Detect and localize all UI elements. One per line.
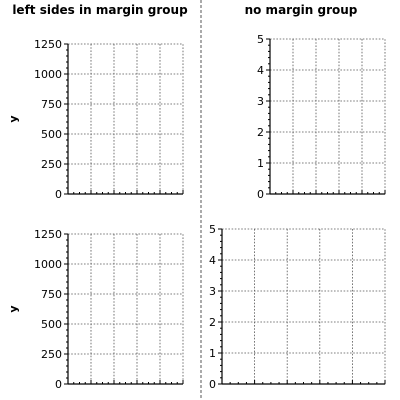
plot-frame <box>222 229 385 384</box>
y-tick-label: 4 <box>257 64 264 77</box>
y-tick-label: 4 <box>209 254 216 267</box>
y-tick-label: 5 <box>257 33 264 46</box>
y-tick-label: 1250 <box>34 38 62 51</box>
y-axis-label: y <box>7 305 20 312</box>
y-tick-label: 1000 <box>34 68 62 81</box>
y-tick-label: 3 <box>209 285 216 298</box>
plot-top-right: 0 1 2 3 4 5 <box>257 33 385 201</box>
plot-frame <box>68 44 183 194</box>
y-tick-label: 500 <box>41 318 62 331</box>
y-tick-label: 1 <box>257 157 264 170</box>
y-tick-label: 3 <box>257 95 264 108</box>
y-axis-label: y <box>7 115 20 122</box>
y-tick-label: 750 <box>41 288 62 301</box>
y-tick-label: 750 <box>41 98 62 111</box>
y-tick-label: 0 <box>209 378 216 391</box>
plot-frame <box>270 39 385 194</box>
left-column-title: left sides in margin group <box>12 3 188 17</box>
y-tick-label: 1250 <box>34 228 62 241</box>
right-column-title: no margin group <box>245 3 358 17</box>
plot-bottom-left: 0 250 500 750 1000 1250 y <box>7 228 183 391</box>
y-tick-label: 5 <box>209 223 216 236</box>
y-tick-label: 2 <box>209 316 216 329</box>
y-tick-label: 1 <box>209 347 216 360</box>
y-tick-label: 2 <box>257 126 264 139</box>
y-tick-label: 500 <box>41 128 62 141</box>
y-tick-label: 250 <box>41 348 62 361</box>
plot-bottom-right: 0 1 2 3 4 5 <box>209 223 385 391</box>
y-tick-label: 1000 <box>34 258 62 271</box>
plot-frame <box>68 234 183 384</box>
y-tick-label: 0 <box>55 188 62 201</box>
y-tick-label: 0 <box>55 378 62 391</box>
y-tick-label: 0 <box>257 188 264 201</box>
plot-top-left: 0 250 500 750 1000 1250 y <box>7 38 183 201</box>
y-tick-label: 250 <box>41 158 62 171</box>
